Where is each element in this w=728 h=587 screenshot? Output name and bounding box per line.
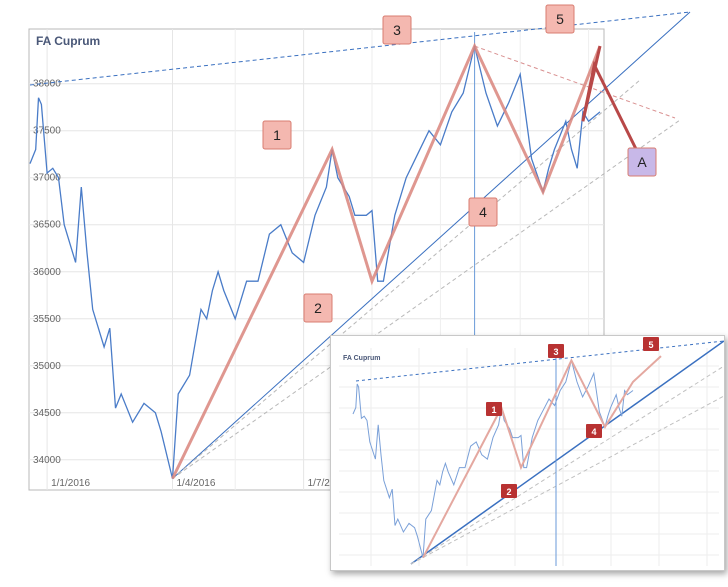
main-wave-label-4: 4 (468, 197, 498, 227)
main-y-tick-label: 34500 (33, 408, 61, 419)
main-wave-label-text: 3 (393, 22, 401, 38)
main-wave-overlay (171, 42, 647, 480)
main-y-tick-label: 37500 (33, 126, 61, 137)
main-wave-labels: 1 2 3 4 5 A (262, 4, 657, 323)
inset-wave-label-3: 3 (548, 344, 564, 358)
main-y-tick-label: 37000 (33, 173, 61, 184)
inset-wave-labels: 1 2 3 4 5 (486, 337, 659, 498)
main-y-tick-label: 34000 (33, 455, 61, 466)
main-wave-label-text: 4 (479, 204, 487, 220)
inset-wave-label-text: 3 (553, 347, 558, 357)
main-wave-label-text: 2 (314, 300, 322, 316)
inset-grid (339, 348, 719, 566)
main-x-tick-label: 1/4/2016 (177, 478, 216, 489)
inset-trendline (410, 365, 724, 565)
main-y-tick-label: 38000 (33, 79, 61, 90)
inset-trendline (410, 395, 724, 565)
inset-upper-channel (355, 340, 724, 382)
inset-trendline (410, 340, 724, 565)
main-price-series (29, 45, 601, 479)
inset-wave-label-text: 5 (648, 340, 653, 350)
main-resistance-line (474, 45, 676, 119)
inset-wave-label-5: 5 (643, 337, 659, 351)
main-price-line (29, 45, 601, 479)
main-wave-label-text: 1 (273, 127, 281, 143)
main-tick-labels: 34000 34500 35000 35500 36000 36500 37000 37500… (33, 79, 347, 489)
main-trendline (172, 119, 681, 480)
main-y-tick-label: 36500 (33, 220, 61, 231)
inset-wave-label-text: 1 (491, 405, 496, 415)
main-wave-label-3: 3 (382, 15, 412, 45)
main-wave-label-5: 5 (545, 4, 575, 34)
inset-price-line (352, 358, 634, 558)
main-upper-channel (29, 11, 691, 86)
inset-chart: FA Cuprum 1 2 3 4 5 (339, 337, 724, 566)
main-x-tick-label: 1/1/2016 (51, 478, 90, 489)
main-wave-label-2: 2 (303, 293, 333, 323)
main-wave-label-text: 5 (556, 11, 564, 27)
inset-wave-label-text: 4 (591, 427, 596, 437)
inset-wave-label-2: 2 (501, 484, 517, 498)
main-wave-path (171, 42, 602, 480)
inset-wave-label-1: 1 (486, 402, 502, 416)
main-y-tick-label: 35500 (33, 314, 61, 325)
main-y-tick-label: 36000 (33, 267, 61, 278)
main-wave-label-text: A (637, 154, 647, 170)
inset-trendlines (355, 340, 724, 566)
main-trendline (172, 11, 691, 479)
main-x-tick-label: 1/7/2016 (308, 478, 347, 489)
inset-chart-panel: FA Cuprum 1 2 3 4 5 (330, 335, 725, 571)
main-forecast-path (581, 45, 647, 169)
main-wave-label-a: A (627, 147, 657, 177)
main-wave-label-1: 1 (262, 120, 292, 150)
main-chart-title: FA Cuprum (36, 34, 100, 48)
inset-wave-label-4: 4 (586, 424, 602, 438)
inset-chart-title: FA Cuprum (343, 355, 380, 362)
main-y-tick-label: 35000 (33, 361, 61, 372)
inset-wave-label-text: 2 (506, 487, 511, 497)
